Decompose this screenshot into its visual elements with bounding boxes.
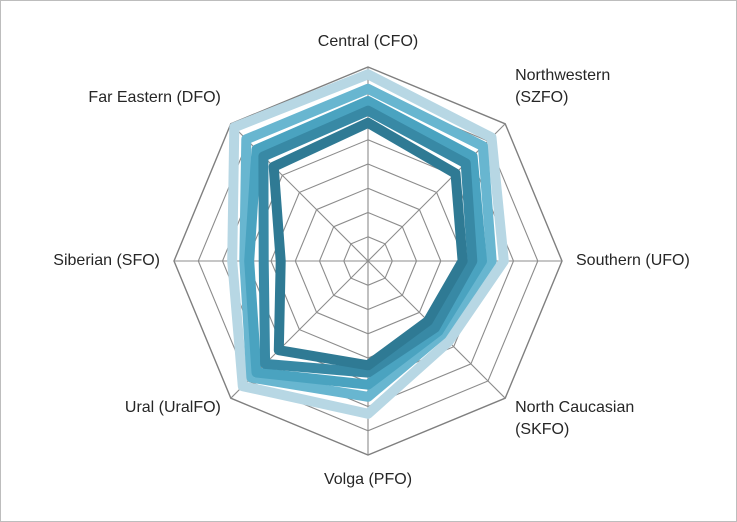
category-label-7: Siberian (SFO): [53, 252, 160, 269]
category-labels: Central (CFO) Northwestern (SZFO) Southern …: [53, 33, 690, 488]
category-label-2: Northwestern (SZFO): [515, 67, 610, 106]
category-label-1: Central (CFO): [318, 33, 418, 50]
category-label-line: Southern (UFO): [576, 252, 690, 269]
category-label-line: North Caucasian: [515, 399, 634, 416]
radar-series: [227, 69, 509, 419]
category-label-4: North Caucasian (SKFO): [515, 399, 634, 438]
category-label-6: Ural (UralFO): [125, 399, 221, 416]
category-label-line: Far Eastern (DFO): [88, 89, 220, 106]
series-3-line: [244, 96, 487, 390]
series-5-line: [268, 117, 468, 371]
category-label-line: (SKFO): [515, 421, 569, 438]
category-label-5: Volga (PFO): [324, 471, 412, 488]
category-label-line: Siberian (SFO): [53, 252, 160, 269]
series-2-line: [239, 83, 497, 402]
series-4-line: [258, 105, 478, 378]
category-label-3: Southern (UFO): [576, 252, 690, 269]
category-label-line: Northwestern: [515, 67, 610, 84]
category-label-line: (SZFO): [515, 89, 568, 106]
category-label-8: Far Eastern (DFO): [88, 89, 220, 106]
category-label-line: Ural (UralFO): [125, 399, 221, 416]
category-label-line: Volga (PFO): [324, 471, 412, 488]
category-label-line: Central (CFO): [318, 33, 418, 50]
series-1-line: [227, 69, 509, 419]
